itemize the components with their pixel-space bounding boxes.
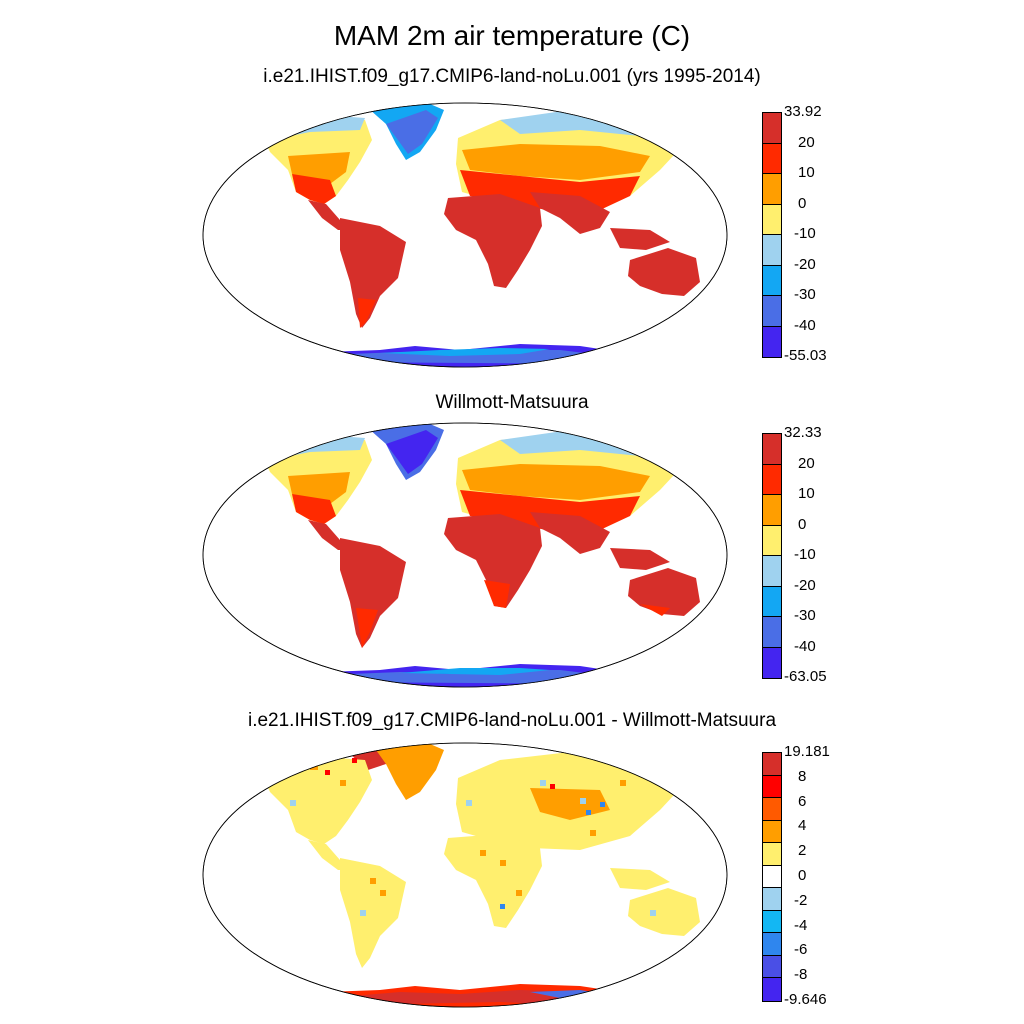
colorbar-2-segment <box>763 586 781 617</box>
colorbar-1-tick-label: 20 <box>798 133 815 151</box>
colorbar-3-segment <box>763 955 781 979</box>
panel-1-colorbar <box>762 112 782 358</box>
colorbar-3-segment <box>763 820 781 844</box>
colorbar-3-tick-label: 0 <box>798 867 807 884</box>
colorbar-3-segment <box>763 753 781 776</box>
colorbar-3-tick-label: -2 <box>794 891 808 909</box>
colorbar-1-tick-label: -20 <box>794 255 816 273</box>
colorbar-1-segment <box>763 326 781 357</box>
colorbar-2-tick-label: -63.05 <box>784 668 827 685</box>
colorbar-1-segment <box>763 265 781 296</box>
colorbar-3-tick-label: -6 <box>794 941 808 959</box>
colorbar-2-tick-label: 32.33 <box>784 424 822 441</box>
colorbar-3-segment <box>763 933 781 956</box>
panel-3-land <box>260 744 700 1007</box>
colorbar-3-segment <box>763 888 781 911</box>
colorbar-2-tick-label: -40 <box>794 637 816 655</box>
colorbar-1-tick-label: -10 <box>794 225 816 242</box>
colorbar-1-segment <box>763 296 781 327</box>
colorbar-2-tick-label: 20 <box>798 454 815 472</box>
colorbar-2-segment <box>763 525 781 556</box>
panel-1-title: i.e21.IHIST.f09_g17.CMIP6-land-noLu.001 … <box>263 66 761 87</box>
colorbar-3-tick-label: 6 <box>798 792 807 810</box>
colorbar-2-tick-label: 10 <box>798 485 815 502</box>
colorbar-2-segment <box>763 617 781 648</box>
colorbar-3-tick-label: 8 <box>798 767 807 785</box>
colorbar-3-segment <box>763 865 781 889</box>
colorbar-3-tick-label: -4 <box>794 916 808 934</box>
colorbar-2-tick-label: 0 <box>798 515 807 533</box>
colorbar-1-segment <box>763 143 781 174</box>
colorbar-3-tick-label: -9.646 <box>784 991 827 1008</box>
colorbar-2-tick-label: -10 <box>794 546 816 563</box>
colorbar-1-tick-label: -40 <box>794 316 816 334</box>
colorbar-3-segment <box>763 910 781 934</box>
colorbar-2-segment <box>763 495 781 526</box>
colorbar-3-segment <box>763 798 781 821</box>
colorbar-2-segment <box>763 464 781 495</box>
colorbar-2-segment <box>763 556 781 587</box>
panel-3-title: i.e21.IHIST.f09_g17.CMIP6-land-noLu.001 … <box>247 710 777 731</box>
colorbar-2-tick-label: -20 <box>794 576 816 594</box>
panel-3-colorbar <box>762 752 782 1002</box>
panel-2-map <box>202 422 728 688</box>
panel-3-map <box>202 742 728 1008</box>
colorbar-3-tick-label: 19.181 <box>784 743 830 760</box>
colorbar-1-tick-label: 10 <box>798 164 815 181</box>
colorbar-1-tick-label: -55.03 <box>784 347 827 364</box>
colorbar-3-tick-label: 4 <box>798 817 807 835</box>
colorbar-1-segment <box>763 204 781 235</box>
figure-title: MAM 2m air temperature (C) <box>333 20 691 51</box>
colorbar-3-segment <box>763 978 781 1001</box>
colorbar-2-segment <box>763 647 781 678</box>
colorbar-1-tick-label: -30 <box>794 286 816 303</box>
panel-2-colorbar <box>762 433 782 679</box>
colorbar-3-segment <box>763 843 781 866</box>
colorbar-3-tick-label: 2 <box>798 842 807 860</box>
colorbar-1-segment <box>763 113 781 144</box>
colorbar-2-segment <box>763 434 781 465</box>
colorbar-2-tick-label: -30 <box>794 607 816 624</box>
colorbar-1-segment <box>763 235 781 266</box>
colorbar-3-tick-label: -8 <box>794 966 808 984</box>
colorbar-1-tick-label: 33.92 <box>784 103 822 120</box>
panel-2-title: Willmott-Matsuura <box>435 392 589 413</box>
colorbar-3-segment <box>763 775 781 799</box>
panel-1-map <box>202 102 728 368</box>
colorbar-1-tick-label: 0 <box>798 194 807 212</box>
colorbar-1-segment <box>763 174 781 205</box>
